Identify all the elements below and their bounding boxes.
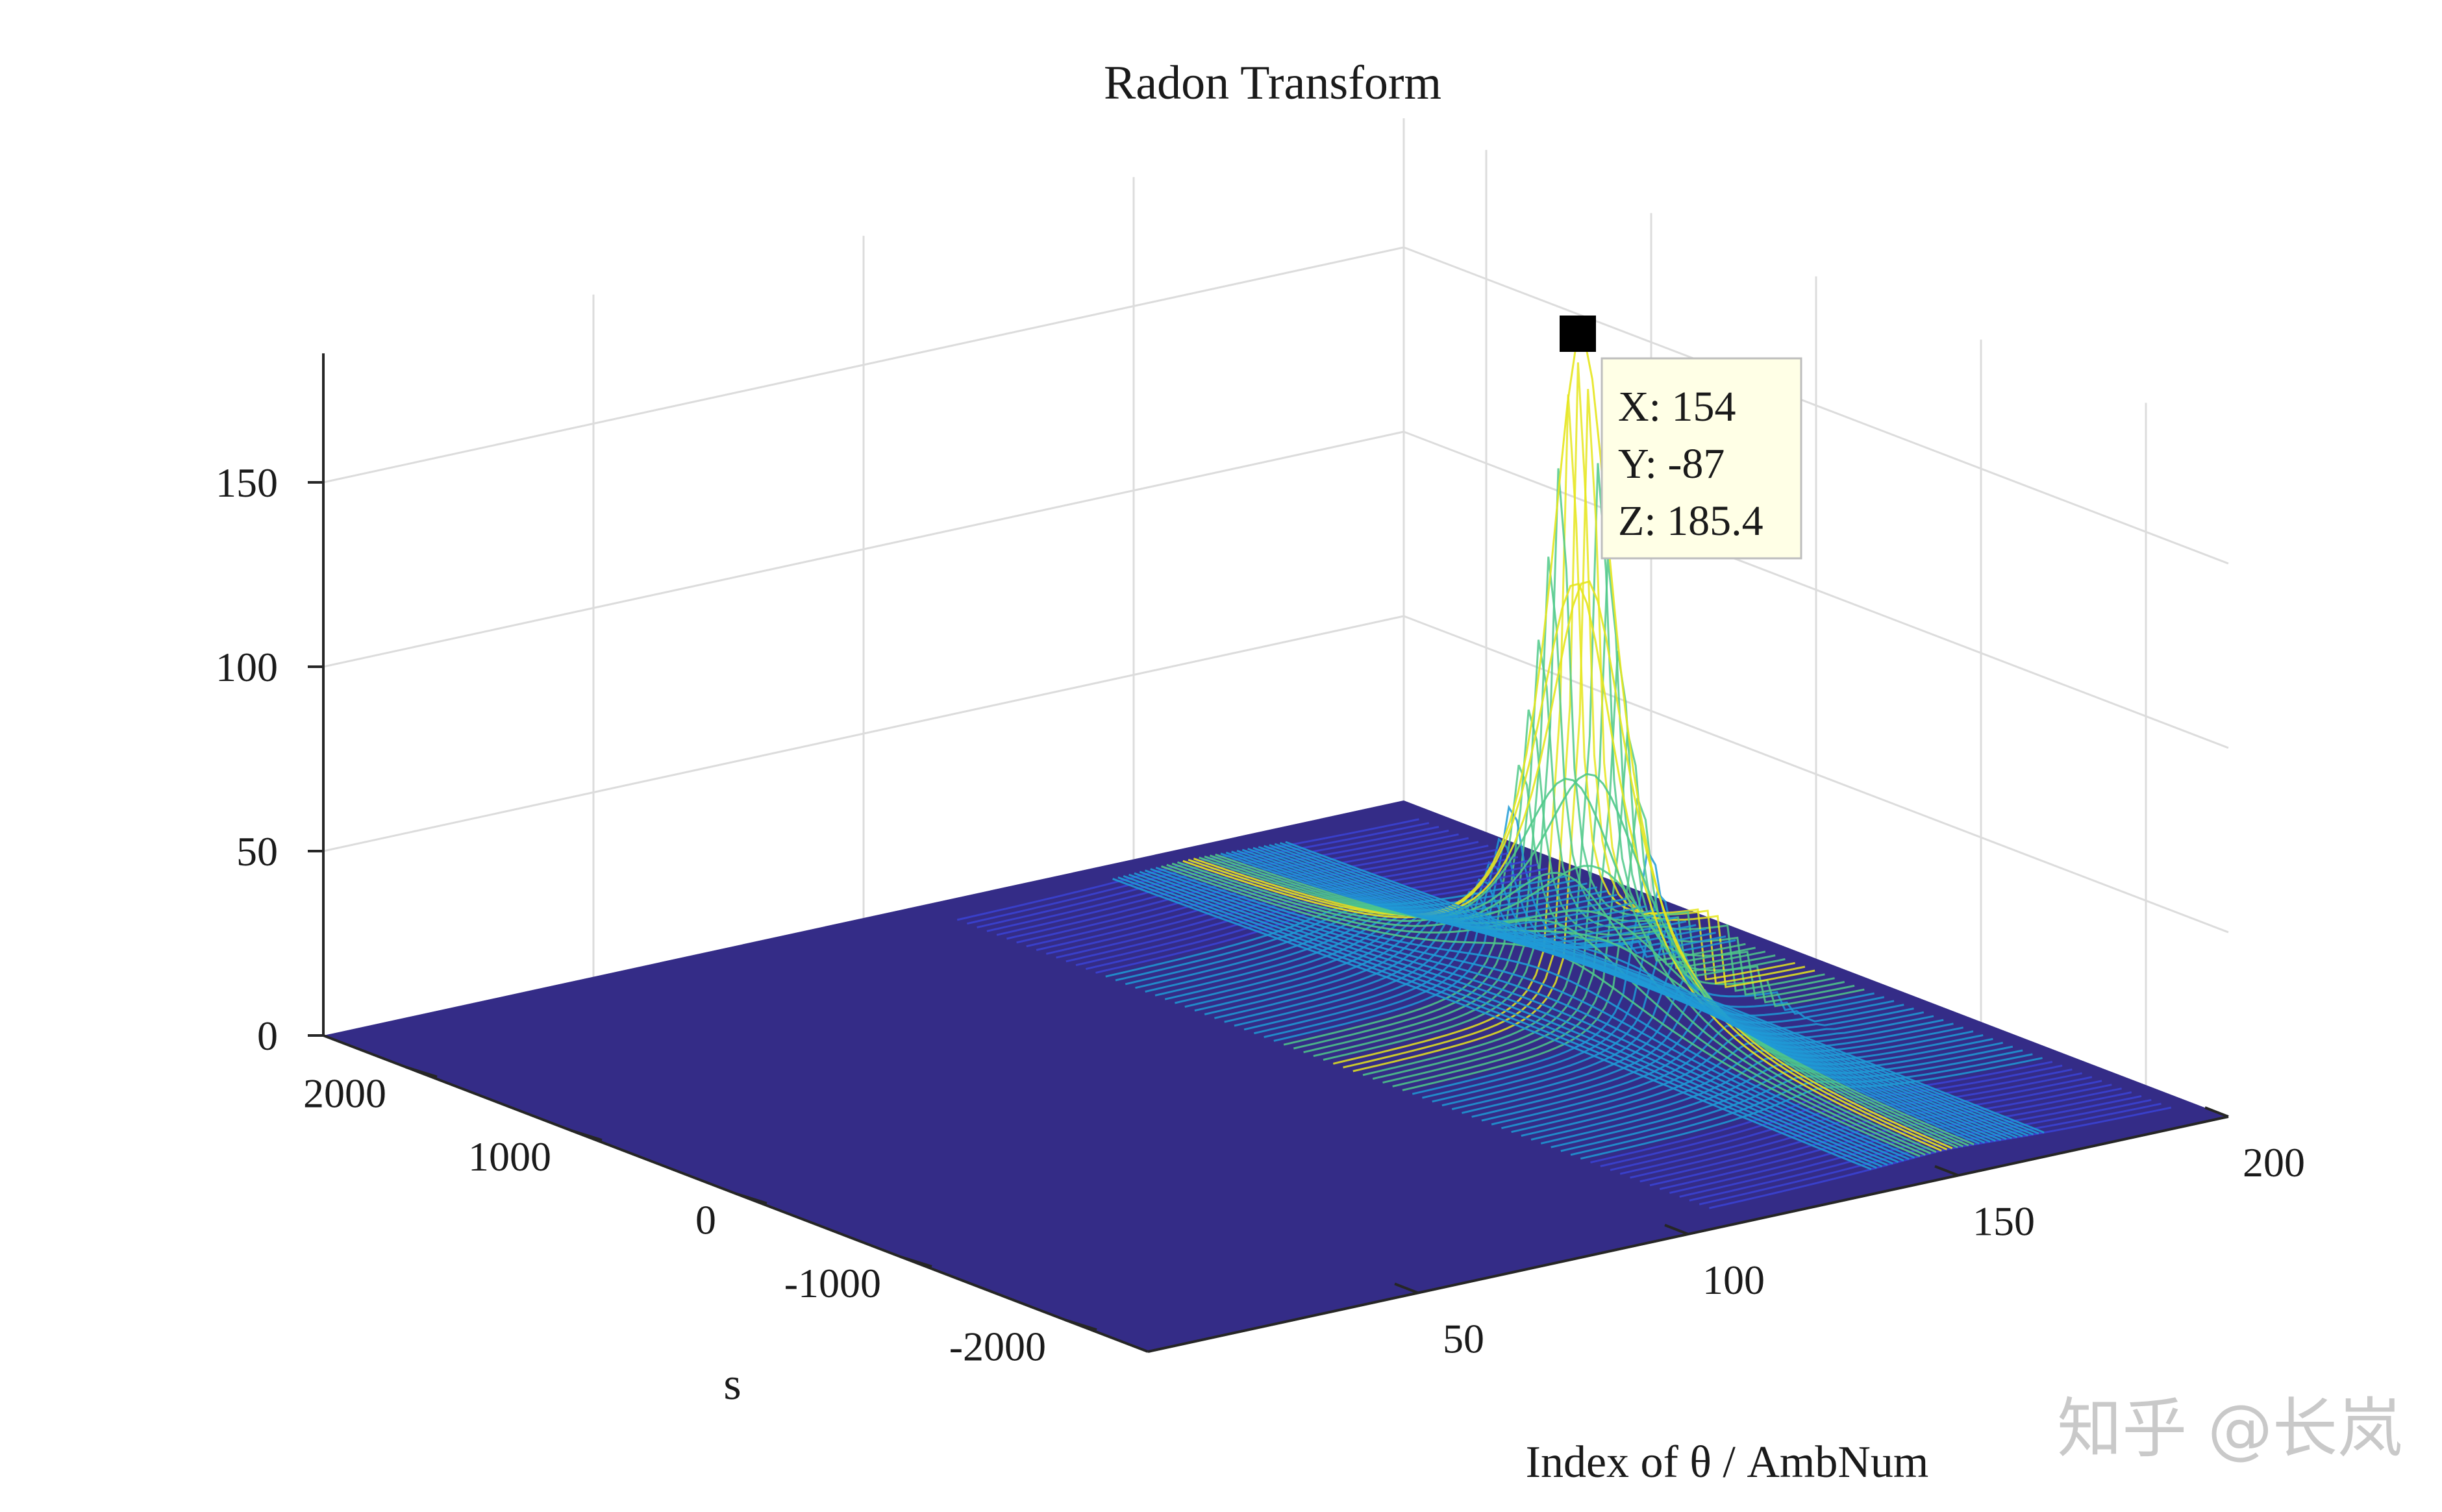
watermark: 知乎 @长岚 — [2057, 1391, 2402, 1467]
mesh-line — [1619, 1072, 2082, 1175]
mesh-line — [1343, 362, 1806, 1069]
mesh-line — [1273, 804, 1736, 1042]
mesh-line — [1283, 764, 1746, 1046]
mesh-line — [1441, 950, 1904, 1107]
mesh-line — [1171, 862, 1932, 1154]
datatip-box — [1601, 357, 1802, 560]
mesh-line — [1570, 1053, 2033, 1156]
mesh-line — [1184, 905, 1647, 1008]
y-tick — [1065, 1319, 1097, 1332]
mesh-line — [1150, 868, 1910, 1160]
axes — [308, 353, 2229, 1353]
grid-lines — [323, 118, 2229, 1085]
surface-mesh — [956, 334, 2172, 1209]
datatip-y: Y: -87 — [1618, 440, 1725, 488]
y-tick — [570, 1129, 603, 1142]
z-tick-label: 50 — [236, 828, 278, 874]
mesh-line — [1352, 389, 1815, 1072]
y-tick — [900, 1255, 932, 1268]
datatip[interactable]: X: 154 Y: -87 Z: 185.4 — [1560, 316, 1802, 560]
mesh-line — [1551, 1045, 2013, 1148]
mesh-line — [1139, 871, 1899, 1163]
mesh-line — [1188, 334, 1948, 1150]
mesh-line — [1144, 869, 1904, 1161]
mesh-line — [1112, 878, 1872, 1171]
mesh-line — [1521, 1034, 1984, 1137]
mesh-line — [1481, 1014, 1944, 1122]
mesh-line — [1491, 1022, 1954, 1126]
mesh-line — [1610, 1068, 2073, 1171]
y-axis-label: s — [723, 1359, 741, 1409]
grid-line-z — [323, 430, 2229, 749]
mesh-line — [1204, 855, 1963, 1148]
mesh-line — [1193, 580, 1953, 1150]
mesh-line — [1123, 874, 1883, 1167]
z-tick-label: 0 — [257, 1013, 278, 1059]
z-tick-label: 150 — [216, 460, 278, 506]
mesh-line — [1285, 841, 2045, 1134]
mesh-line — [1199, 773, 1958, 1148]
y-tick-label: -2000 — [949, 1323, 1046, 1369]
mesh-line — [1209, 854, 1969, 1146]
mesh-line — [1155, 867, 1915, 1159]
datatip-x: X: 154 — [1618, 383, 1736, 430]
mesh-line — [1511, 1030, 1974, 1134]
z-tick-label: 100 — [216, 644, 278, 690]
mesh-line — [1372, 558, 1835, 1080]
y-tick — [735, 1192, 767, 1205]
mesh-line — [1279, 842, 2039, 1135]
mesh-line — [1215, 853, 1975, 1146]
mesh-line — [1166, 863, 1926, 1156]
x-tick — [1664, 1224, 1689, 1235]
x-tick — [1934, 1165, 1959, 1177]
x-axis-label: Index of θ / AmbNum — [1526, 1437, 1929, 1487]
mesh-line — [1501, 1026, 1963, 1130]
mesh-line — [1264, 845, 2023, 1137]
x-tick-label: 100 — [1702, 1257, 1765, 1303]
y-tick-label: -1000 — [784, 1260, 881, 1306]
mesh-line — [1530, 1037, 1993, 1141]
datatip-marker[interactable] — [1560, 316, 1596, 352]
mesh-line — [1220, 852, 1980, 1145]
mesh-line — [1128, 873, 1888, 1166]
mesh-line — [1269, 844, 2028, 1137]
mesh-line — [1362, 463, 1825, 1076]
y-tick-label: 1000 — [468, 1134, 551, 1180]
mesh-line — [1313, 556, 1776, 1058]
surface-floor — [323, 800, 2228, 1352]
chart-title: Radon Transform — [1104, 56, 1441, 110]
x-tick-label: 50 — [1443, 1316, 1484, 1362]
grid-line-z — [323, 246, 2229, 565]
mesh-line — [1580, 1057, 2043, 1160]
mesh-line — [1274, 843, 2034, 1135]
mesh-line — [1590, 1061, 2053, 1164]
x-tick-label: 150 — [1973, 1198, 2035, 1245]
x-tick — [2204, 1106, 2229, 1118]
mesh-line — [1182, 582, 1942, 1152]
mesh-line — [1177, 777, 1937, 1153]
mesh-line — [1323, 468, 1786, 1061]
tick-labels: 0 50 100 150 2000 1000 0 -1000 -2000 50 100 150 200 — [216, 460, 2305, 1369]
x-tick — [1394, 1282, 1419, 1295]
mesh-line — [1252, 847, 2012, 1139]
mesh-line — [1175, 901, 1638, 1004]
mesh-line — [1134, 872, 1893, 1165]
mesh-line — [1258, 846, 2018, 1139]
floor-plane — [323, 800, 2228, 1352]
mesh-line — [1402, 797, 1865, 1091]
y-tick-label: 2000 — [303, 1071, 386, 1117]
x-tick-label: 200 — [2243, 1139, 2305, 1185]
y-tick-label: 0 — [695, 1197, 716, 1243]
mesh-line — [1600, 1064, 2063, 1167]
mesh-line — [1560, 1049, 2023, 1152]
datatip-z: Z: 185.4 — [1618, 497, 1763, 545]
y-tick — [405, 1065, 438, 1078]
mesh-line — [1540, 1041, 2004, 1145]
mesh-line — [1382, 651, 1845, 1084]
mesh-line — [1117, 876, 1877, 1169]
